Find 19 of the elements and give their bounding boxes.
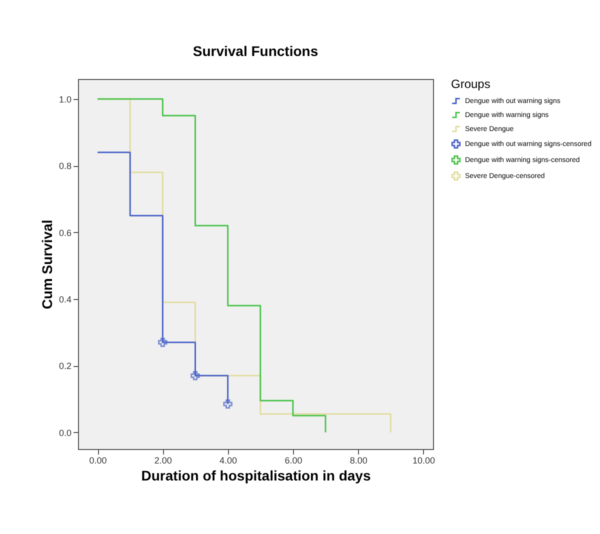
y-tick-label: 0.0 bbox=[58, 428, 72, 438]
point bbox=[158, 338, 168, 347]
x-tick-label: 4.00 bbox=[220, 456, 238, 466]
y-tick-label: 0.2 bbox=[58, 361, 72, 372]
y-axis-title: Cum Survival bbox=[38, 220, 55, 310]
x-tick-label: 10.00 bbox=[412, 456, 435, 466]
x-axis-title: Duration of hospitalisation in days bbox=[141, 468, 371, 484]
x-tick-label: 8.00 bbox=[350, 456, 368, 466]
x-tick-label: 0.00 bbox=[89, 456, 107, 466]
legend-title: Groups bbox=[451, 77, 490, 91]
y-tick-label: 0.4 bbox=[58, 294, 72, 304]
x-tick-label: 2.00 bbox=[154, 456, 172, 466]
point bbox=[223, 399, 232, 409]
point bbox=[190, 371, 200, 380]
y-tick-label: 1.0 bbox=[58, 94, 72, 104]
chart-title: Survival Functions bbox=[192, 43, 318, 59]
y-tick-label: 0.6 bbox=[58, 228, 72, 238]
y-tick-label: 0.8 bbox=[58, 161, 72, 172]
x-tick-label: 6.00 bbox=[284, 456, 302, 466]
